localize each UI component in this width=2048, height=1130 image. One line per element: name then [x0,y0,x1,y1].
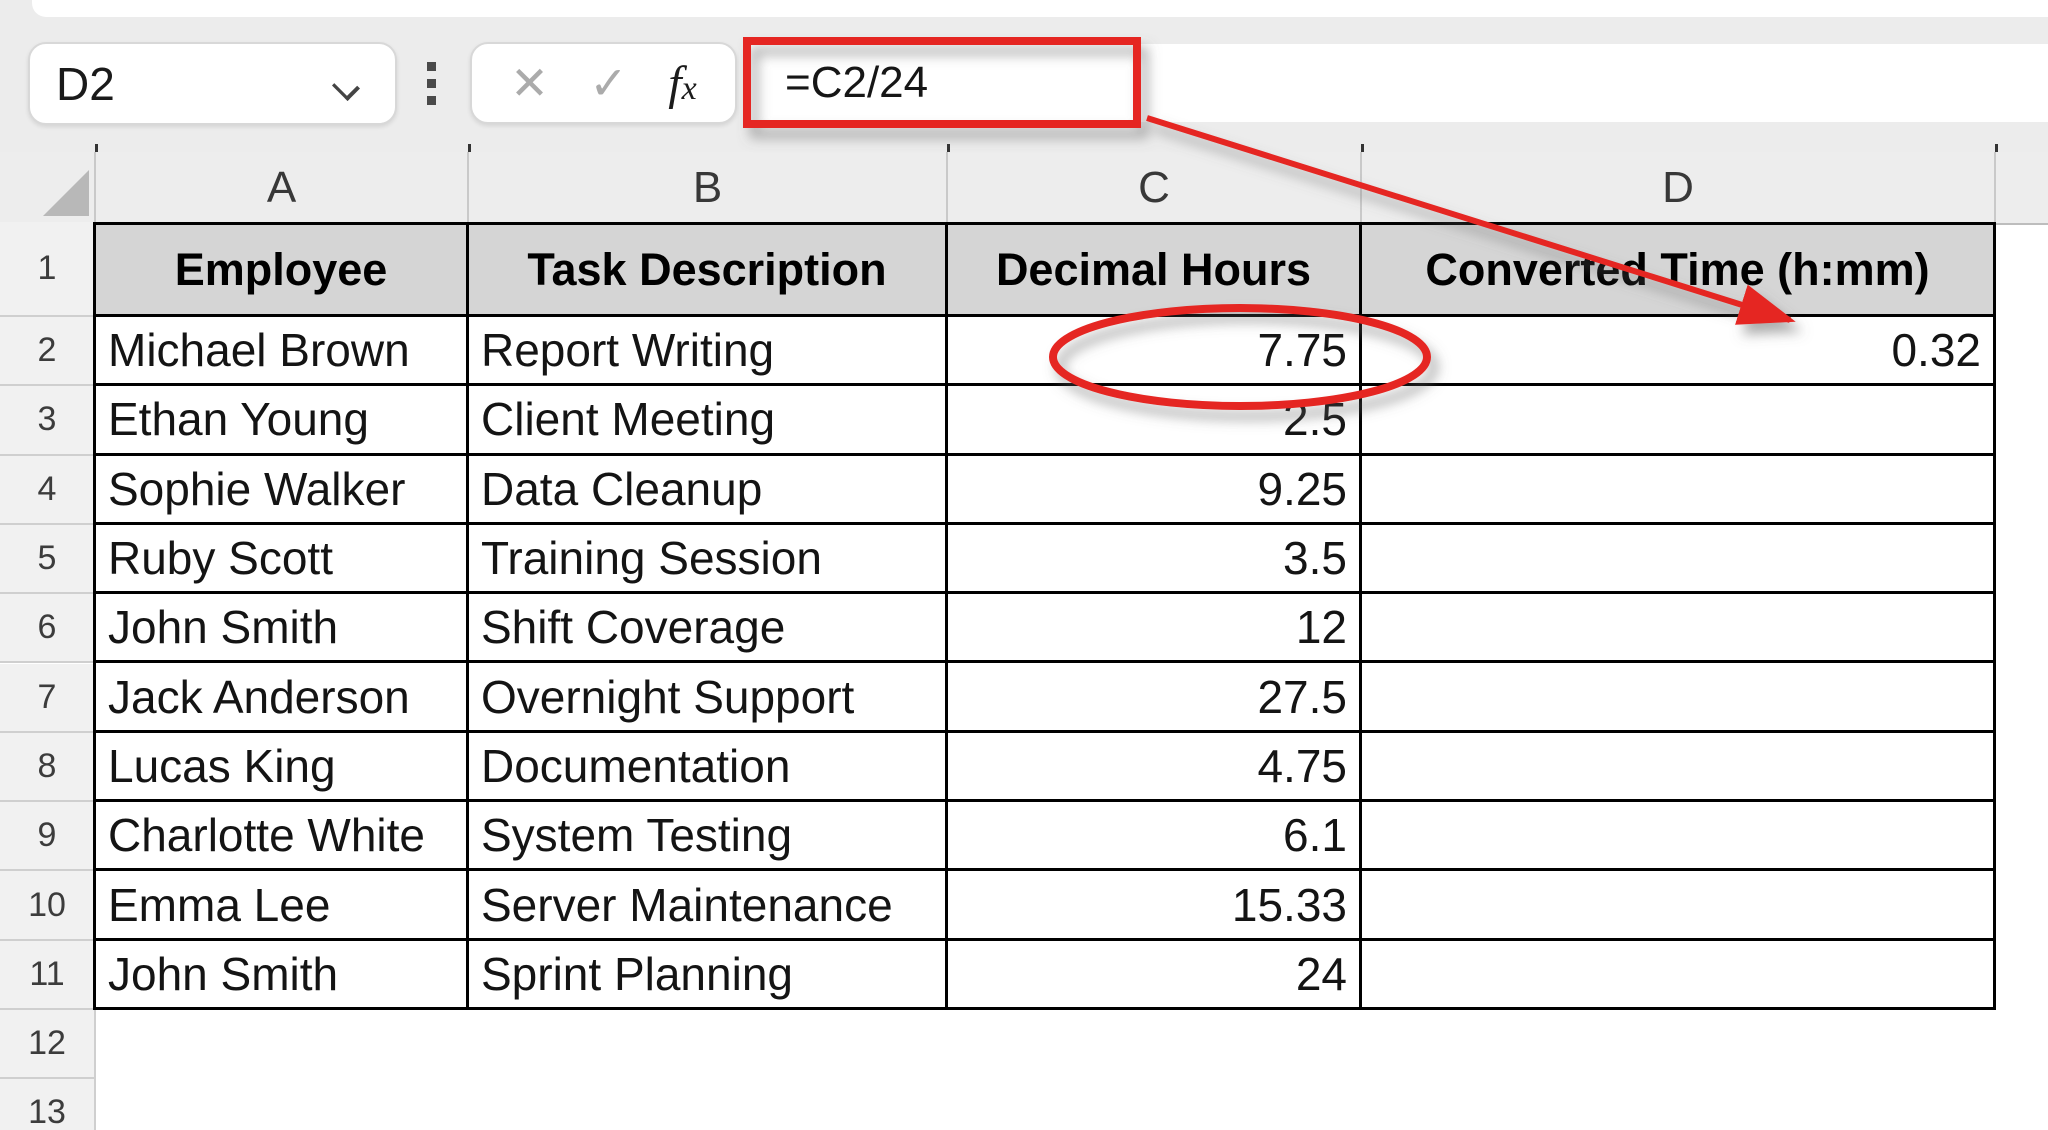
row-header-2[interactable]: 2 [0,317,96,387]
cell-C2[interactable]: 7.75 [948,317,1362,387]
cell-A3[interactable]: Ethan Young [96,386,469,456]
column-boundary-tick [95,144,98,152]
cell-A11[interactable]: John Smith [96,940,469,1010]
column-header-D[interactable]: D [1362,152,1996,223]
cell-C7[interactable]: 27.5 [948,663,1362,733]
cell-C8[interactable]: 4.75 [948,732,1362,803]
cell-B10[interactable]: Server Maintenance [469,871,948,941]
row-header-1[interactable]: 1 [0,222,96,317]
column-boundary-tick [1995,144,1998,152]
formula-input[interactable]: =C2/24 [744,44,2048,122]
cell-A9[interactable]: Charlotte White [96,802,469,872]
row-header-4[interactable]: 4 [0,455,96,525]
cell-C1[interactable]: Decimal Hours [948,225,1362,317]
formula-bar-splitter[interactable] [427,62,436,110]
ribbon-bottom-edge [32,0,2048,17]
cell-D3[interactable] [1362,386,1996,456]
cell-A7[interactable]: Jack Anderson [96,663,469,733]
cell-D7[interactable] [1362,663,1996,733]
name-box-value: D2 [56,57,115,110]
cell-B6[interactable]: Shift Coverage [469,594,948,664]
cell-D10[interactable] [1362,871,1996,941]
cell-B1[interactable]: Task Description [469,225,948,317]
cell-B4[interactable]: Data Cleanup [469,455,948,525]
cell-A1[interactable]: Employee [96,225,469,317]
column-header-B[interactable]: B [469,152,948,223]
cell-C4[interactable]: 9.25 [948,455,1362,525]
cancel-icon[interactable]: ✕ [510,57,549,109]
sheet-grid: Employee Task Description Decimal Hours Con… [93,222,1996,1010]
cell-C10[interactable]: 15.33 [948,871,1362,941]
cell-A8[interactable]: Lucas King [96,732,469,803]
cell-B7[interactable]: Overnight Support [469,663,948,733]
cell-B5[interactable]: Training Session [469,524,948,595]
name-box[interactable]: D2 [28,42,397,125]
cell-C9[interactable]: 6.1 [948,802,1362,872]
cell-B11[interactable]: Sprint Planning [469,940,948,1010]
formula-bar-buttons: ✕ ✓ fx [470,42,737,124]
row-header-3[interactable]: 3 [0,386,96,456]
cell-B8[interactable]: Documentation [469,732,948,803]
column-header-A[interactable]: A [96,152,469,223]
row-header-6[interactable]: 6 [0,594,96,664]
cell-C11[interactable]: 24 [948,940,1362,1010]
cell-A6[interactable]: John Smith [96,594,469,664]
cell-D9[interactable] [1362,802,1996,872]
column-boundary-tick [947,144,950,152]
cell-A10[interactable]: Emma Lee [96,871,469,941]
enter-icon[interactable]: ✓ [589,57,628,109]
row-header-12[interactable]: 12 [0,1010,96,1080]
column-boundary-tick [1361,144,1364,152]
cell-D2[interactable]: 0.32 [1362,317,1996,387]
row-header-5[interactable]: 5 [0,524,96,595]
cell-C3[interactable]: 2.5 [948,386,1362,456]
cell-D1[interactable]: Converted Time (h:mm) [1362,225,1996,317]
cell-D11[interactable] [1362,940,1996,1010]
row-header-7[interactable]: 7 [0,663,96,733]
select-all-triangle-icon [43,170,89,216]
cell-D5[interactable] [1362,524,1996,595]
cell-D6[interactable] [1362,594,1996,664]
cell-B2[interactable]: Report Writing [469,317,948,387]
cell-D4[interactable] [1362,455,1996,525]
cell-D8[interactable] [1362,732,1996,803]
insert-function-icon[interactable]: fx [668,56,697,110]
cell-C6[interactable]: 12 [948,594,1362,664]
column-header-C[interactable]: C [948,152,1362,223]
formula-text: =C2/24 [785,58,929,107]
cell-B3[interactable]: Client Meeting [469,386,948,456]
cell-B9[interactable]: System Testing [469,802,948,872]
row-header-11[interactable]: 11 [0,940,96,1010]
row-header-9[interactable]: 9 [0,802,96,872]
row-header-8[interactable]: 8 [0,732,96,803]
select-all-corner[interactable] [0,152,96,223]
cell-A2[interactable]: Michael Brown [96,317,469,387]
cell-A5[interactable]: Ruby Scott [96,524,469,595]
cell-A4[interactable]: Sophie Walker [96,455,469,525]
row-header-13[interactable]: 13 [0,1079,96,1130]
column-boundary-tick [468,144,471,152]
cell-C5[interactable]: 3.5 [948,524,1362,595]
chevron-down-icon[interactable] [335,76,361,89]
row-header-10[interactable]: 10 [0,871,96,941]
